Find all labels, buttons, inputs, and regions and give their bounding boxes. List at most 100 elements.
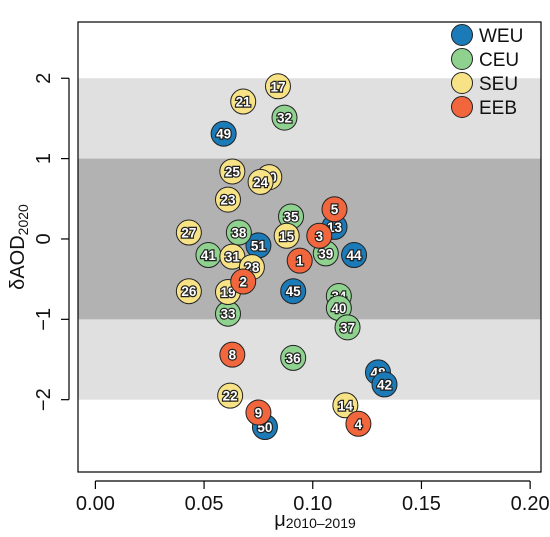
y-tick-label: −1 bbox=[33, 308, 55, 331]
data-point-seu-26: 26 bbox=[175, 278, 202, 305]
y-tick-label: 0 bbox=[33, 233, 55, 244]
data-point-weu-42: 42 bbox=[371, 371, 398, 398]
point-marker bbox=[214, 186, 241, 213]
point-label: 2 bbox=[239, 275, 247, 290]
x-axis-title: μ2010–2019 bbox=[274, 509, 356, 531]
data-point-ceu-32: 32 bbox=[271, 104, 298, 131]
point-label: 51 bbox=[251, 238, 267, 253]
point-marker bbox=[345, 410, 372, 437]
y-axis-title-main: δAOD bbox=[7, 235, 29, 289]
point-label: 17 bbox=[270, 79, 285, 94]
legend-swatch bbox=[451, 48, 473, 70]
point-marker bbox=[230, 268, 257, 295]
point-marker bbox=[247, 168, 274, 195]
x-axis-title-sub: 2010–2019 bbox=[286, 515, 356, 531]
point-label: 21 bbox=[236, 95, 252, 110]
point-label: 26 bbox=[181, 284, 197, 299]
point-marker bbox=[271, 104, 298, 131]
point-label: 22 bbox=[223, 389, 238, 404]
data-point-weu-44: 44 bbox=[341, 242, 368, 269]
legend-swatch bbox=[451, 72, 473, 94]
x-tick-label: 0.05 bbox=[185, 493, 224, 515]
x-tick-label: 0.15 bbox=[402, 493, 441, 515]
point-label: 15 bbox=[279, 229, 295, 244]
point-marker bbox=[280, 278, 307, 305]
point-marker bbox=[264, 73, 291, 100]
point-label: 1 bbox=[296, 254, 304, 269]
data-point-seu-25: 25 bbox=[219, 158, 246, 185]
data-points: 4951451344484250323538413934403337361721… bbox=[175, 73, 398, 440]
data-point-weu-51: 51 bbox=[245, 232, 272, 259]
point-marker bbox=[219, 158, 246, 185]
point-marker bbox=[273, 222, 300, 249]
point-label: 37 bbox=[340, 320, 355, 335]
data-point-eeb-5: 5 bbox=[321, 196, 348, 223]
data-point-weu-49: 49 bbox=[210, 120, 237, 147]
data-point-eeb-8: 8 bbox=[219, 341, 246, 368]
data-point-ceu-38: 38 bbox=[225, 219, 252, 246]
data-point-ceu-33: 33 bbox=[214, 300, 241, 327]
point-label: 9 bbox=[255, 406, 263, 421]
data-point-seu-31: 31 bbox=[219, 243, 246, 270]
point-marker bbox=[217, 382, 244, 409]
data-point-seu-14: 14 bbox=[332, 392, 359, 419]
y-axis: −2 −1 0 1 2 bbox=[33, 73, 70, 411]
data-point-ceu-41: 41 bbox=[195, 242, 222, 269]
data-point-eeb-3: 3 bbox=[306, 222, 333, 249]
point-marker bbox=[245, 399, 272, 426]
point-label: 35 bbox=[284, 209, 300, 224]
data-point-eeb-4: 4 bbox=[345, 410, 372, 437]
data-point-seu-24: 24 bbox=[247, 168, 274, 195]
point-marker bbox=[371, 371, 398, 398]
point-label: 31 bbox=[225, 250, 241, 265]
point-label: 45 bbox=[286, 284, 302, 299]
point-label: 49 bbox=[216, 127, 231, 142]
point-label: 5 bbox=[331, 202, 339, 217]
point-marker bbox=[175, 219, 202, 246]
point-marker bbox=[225, 219, 252, 246]
plot-frame bbox=[77, 21, 542, 473]
point-label: 25 bbox=[225, 164, 241, 179]
point-marker bbox=[306, 222, 333, 249]
point-label: 8 bbox=[229, 348, 237, 363]
legend-label: SEU bbox=[479, 74, 518, 95]
x-axis: 0.00 0.05 0.10 0.15 0.20 bbox=[76, 480, 550, 515]
y-axis-title: δAOD2020 bbox=[7, 204, 31, 290]
legend-swatch bbox=[451, 96, 473, 118]
legend-item-weu: WEU bbox=[451, 24, 523, 47]
legend-item-ceu: CEU bbox=[451, 48, 519, 71]
point-label: 3 bbox=[316, 229, 324, 244]
point-marker bbox=[341, 242, 368, 269]
x-axis-title-main: μ bbox=[274, 509, 286, 531]
legend-label: CEU bbox=[479, 50, 519, 71]
data-point-eeb-2: 2 bbox=[230, 268, 257, 295]
data-point-ceu-36: 36 bbox=[280, 344, 307, 371]
legend-item-seu: SEU bbox=[451, 72, 518, 95]
point-marker bbox=[210, 120, 237, 147]
point-label: 23 bbox=[220, 193, 236, 208]
point-marker bbox=[219, 341, 246, 368]
legend-item-eeb: EEB bbox=[451, 96, 517, 119]
data-point-ceu-37: 37 bbox=[334, 314, 361, 341]
x-tick-label: 0.00 bbox=[76, 493, 115, 515]
point-label: 36 bbox=[286, 351, 302, 366]
point-label: 38 bbox=[231, 226, 247, 241]
point-marker bbox=[230, 88, 257, 115]
point-marker bbox=[280, 344, 307, 371]
data-point-ceu-35: 35 bbox=[278, 203, 305, 230]
x-tick-label: 0.10 bbox=[293, 493, 332, 515]
data-point-seu-22: 22 bbox=[217, 382, 244, 409]
y-tick-label: −2 bbox=[33, 388, 55, 411]
point-label: 24 bbox=[253, 175, 269, 190]
data-point-eeb-9: 9 bbox=[245, 399, 272, 426]
point-label: 27 bbox=[181, 226, 196, 241]
legend-label: WEU bbox=[479, 26, 523, 47]
y-tick-label: 2 bbox=[33, 73, 55, 84]
legend: WEU CEU SEU EEB bbox=[451, 24, 523, 119]
data-point-weu-45: 45 bbox=[280, 278, 307, 305]
point-label: 42 bbox=[377, 377, 392, 392]
point-marker bbox=[334, 314, 361, 341]
data-point-eeb-1: 1 bbox=[286, 247, 313, 274]
point-marker bbox=[332, 392, 359, 419]
